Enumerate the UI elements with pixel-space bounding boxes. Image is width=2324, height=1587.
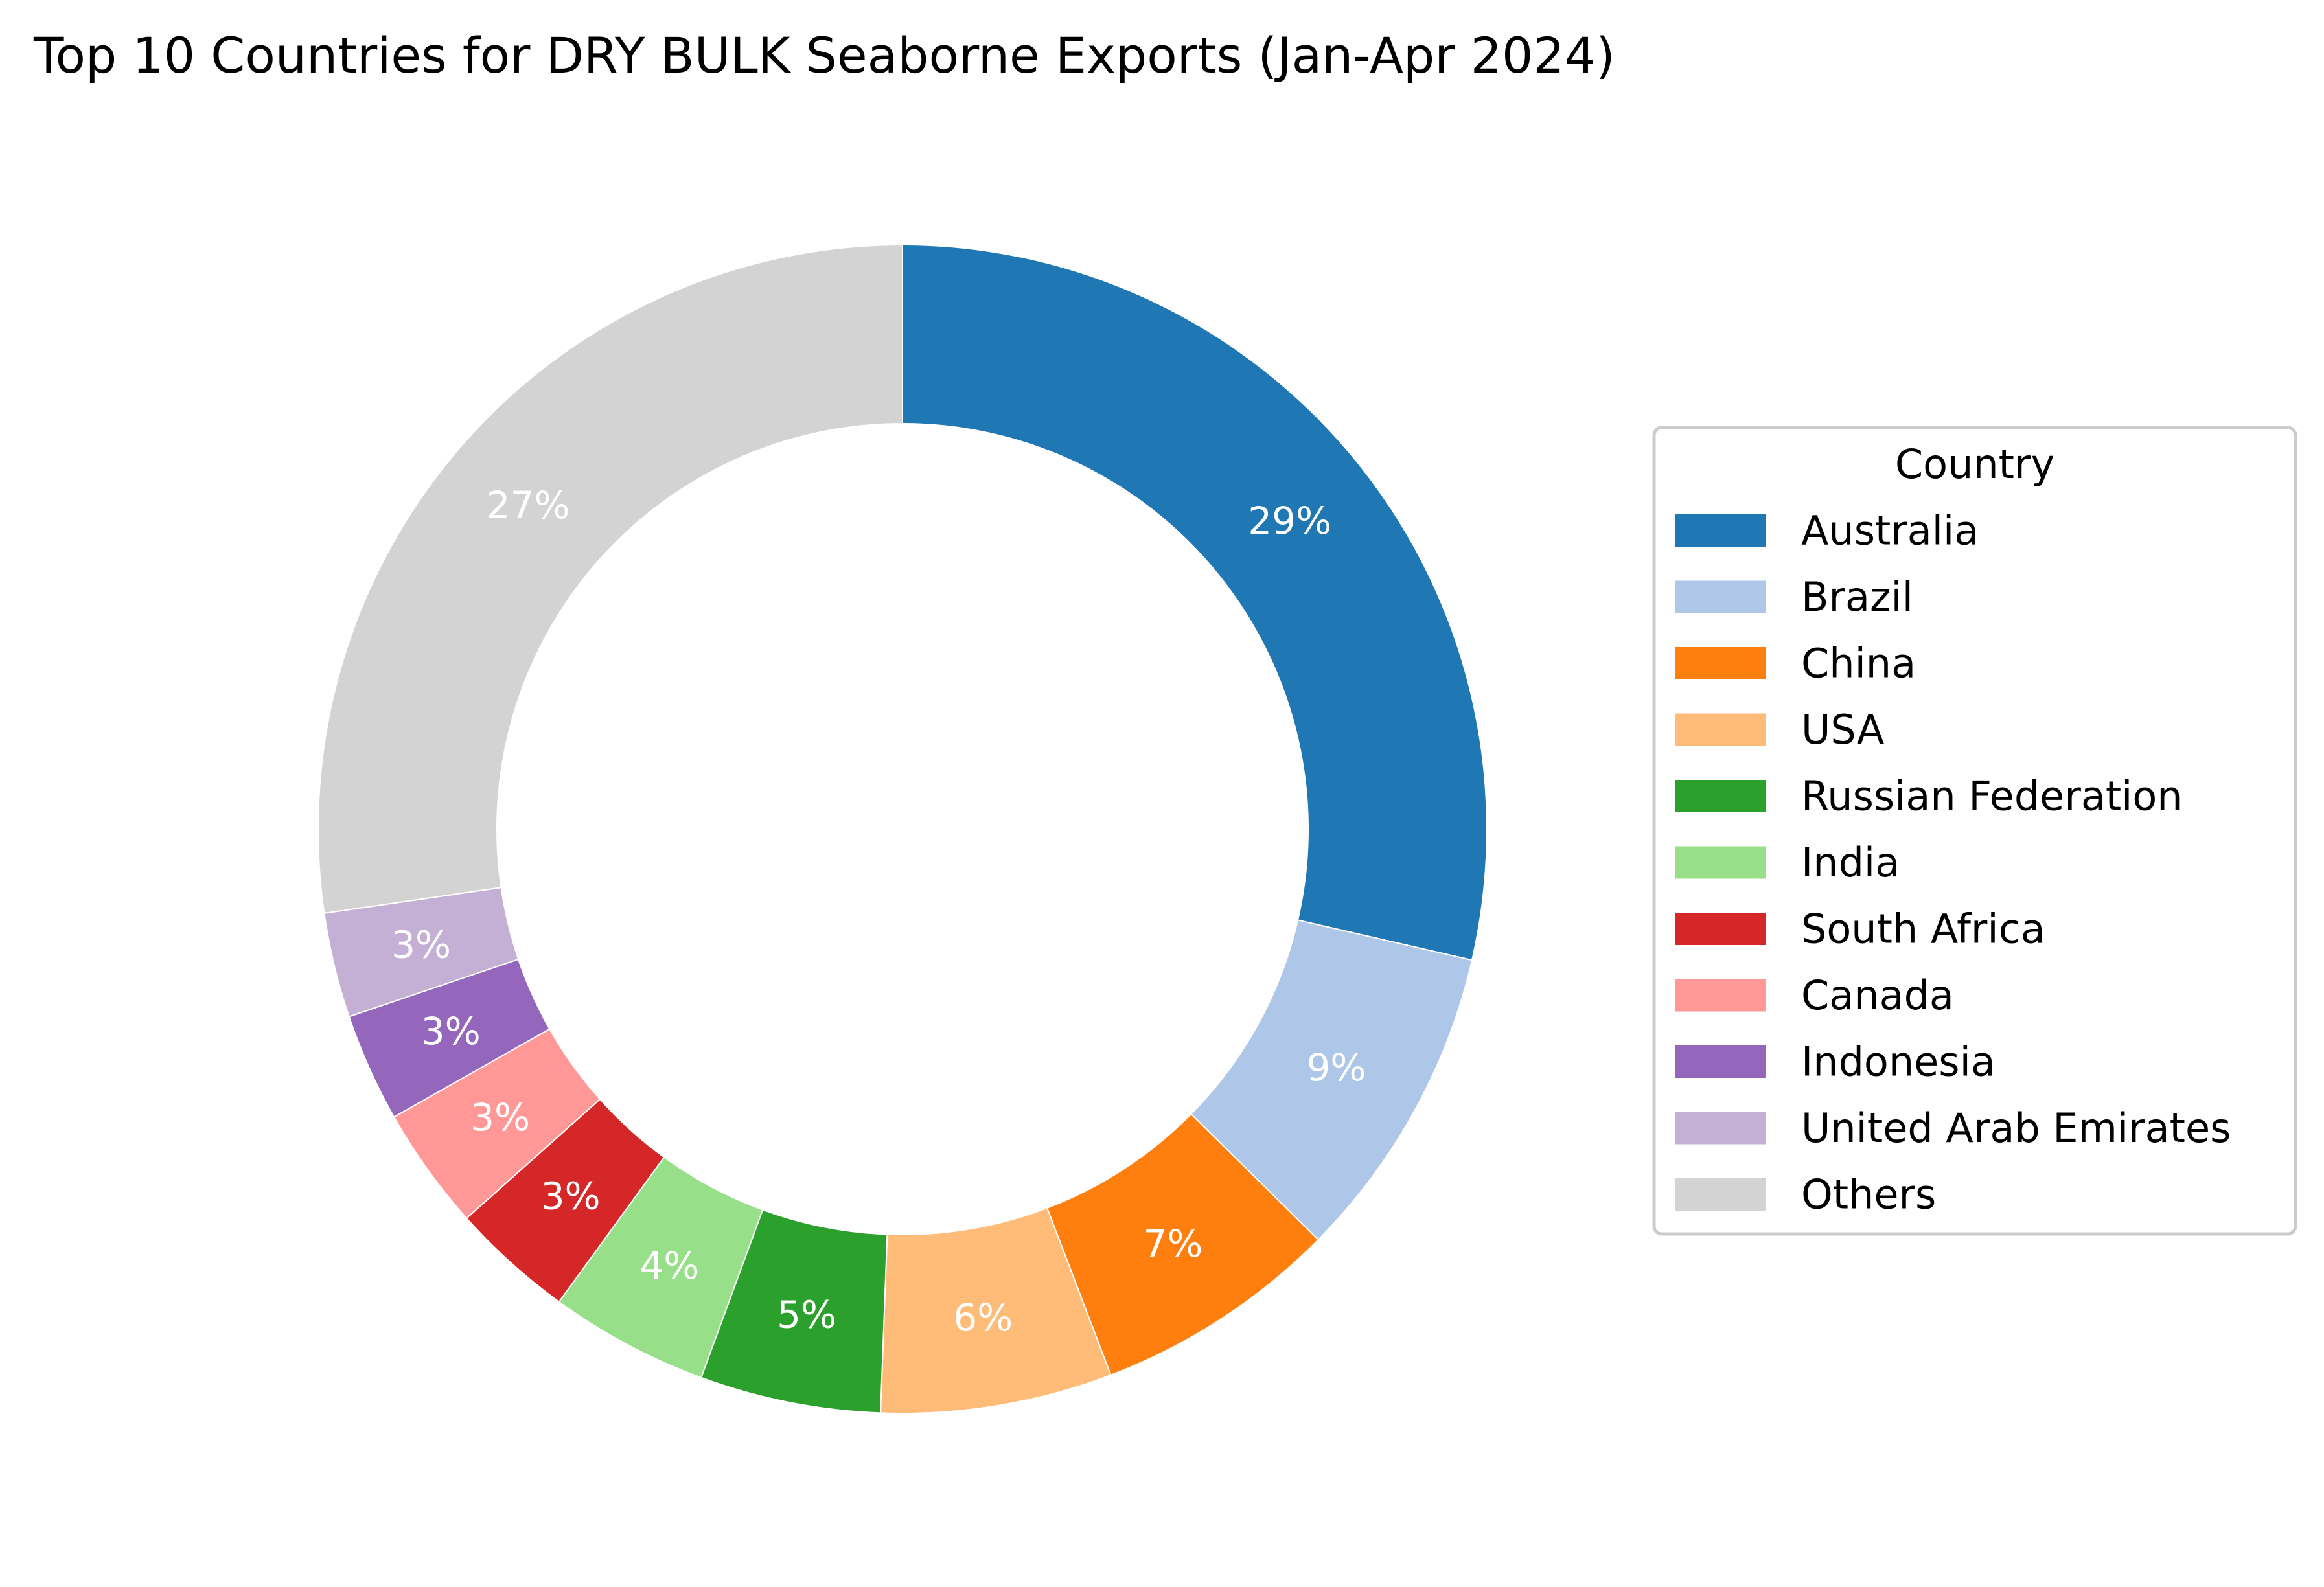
legend-swatch (1675, 1045, 1766, 1078)
legend-label: India (1801, 839, 1900, 886)
legend-label: Canada (1801, 972, 1954, 1019)
pct-label-usa: 6% (953, 1296, 1013, 1340)
legend-label: China (1801, 640, 1916, 687)
legend-item: India (1675, 839, 1900, 886)
donut-slices (317, 244, 1488, 1414)
chart-title: Top 10 Countries for DRY BULK Seaborne E… (33, 27, 1615, 84)
legend-swatch (1675, 514, 1766, 547)
pct-label-indonesia: 3% (421, 1009, 481, 1053)
legend-item: South Africa (1675, 906, 2045, 953)
legend-swatch (1675, 1112, 1766, 1145)
legend-label: United Arab Emirates (1801, 1104, 2231, 1152)
pct-label-others: 27% (487, 483, 570, 527)
legend-item: USA (1675, 706, 1884, 753)
legend-item: China (1675, 640, 1916, 687)
legend-frame (1652, 426, 2297, 1236)
legend-label: Brazil (1801, 573, 1913, 621)
legend-swatch (1675, 780, 1766, 812)
pct-label-australia: 29% (1248, 499, 1331, 543)
legend-item: United Arab Emirates (1675, 1104, 2231, 1152)
legend-item: Indonesia (1675, 1038, 1996, 1086)
legend-label: Russian Federation (1801, 773, 2183, 820)
pct-label-china: 7% (1143, 1222, 1202, 1266)
legend-item: Brazil (1675, 573, 1913, 621)
pct-label-brazil: 9% (1306, 1045, 1366, 1090)
percentage-labels: 29%9%7%6%5%4%3%3%3%3%27% (391, 483, 1366, 1340)
pct-label-russian-federation: 5% (777, 1293, 836, 1337)
legend-item: Australia (1675, 507, 1979, 554)
legend: Country Australia Brazil China USA Russian F… (1652, 426, 2297, 1236)
legend-label: USA (1801, 706, 1884, 753)
legend-label: Australia (1801, 507, 1979, 554)
legend-label: Others (1801, 1171, 1936, 1218)
legend-item: Russian Federation (1675, 773, 2183, 820)
legend-item: Canada (1675, 972, 1954, 1019)
pct-label-united-arab-emirates: 3% (391, 922, 451, 966)
legend-swatch (1675, 647, 1766, 679)
slice-others (317, 244, 903, 915)
legend-swatch (1675, 913, 1766, 945)
legend-swatch (1675, 979, 1766, 1012)
pct-label-india: 4% (639, 1244, 699, 1288)
legend-swatch (1675, 580, 1766, 613)
legend-items: Australia Brazil China USA Russian Federatio… (1675, 507, 2231, 1218)
legend-swatch (1675, 713, 1766, 746)
slice-australia (902, 244, 1488, 961)
pct-label-south-africa: 3% (541, 1174, 601, 1218)
legend-swatch (1675, 1178, 1766, 1211)
legend-swatch (1675, 846, 1766, 879)
legend-title: Country (1895, 440, 2054, 488)
legend-label: Indonesia (1801, 1038, 1996, 1086)
legend-label: South Africa (1801, 906, 2045, 953)
legend-item: Others (1675, 1171, 1936, 1218)
pct-label-canada: 3% (470, 1095, 530, 1139)
